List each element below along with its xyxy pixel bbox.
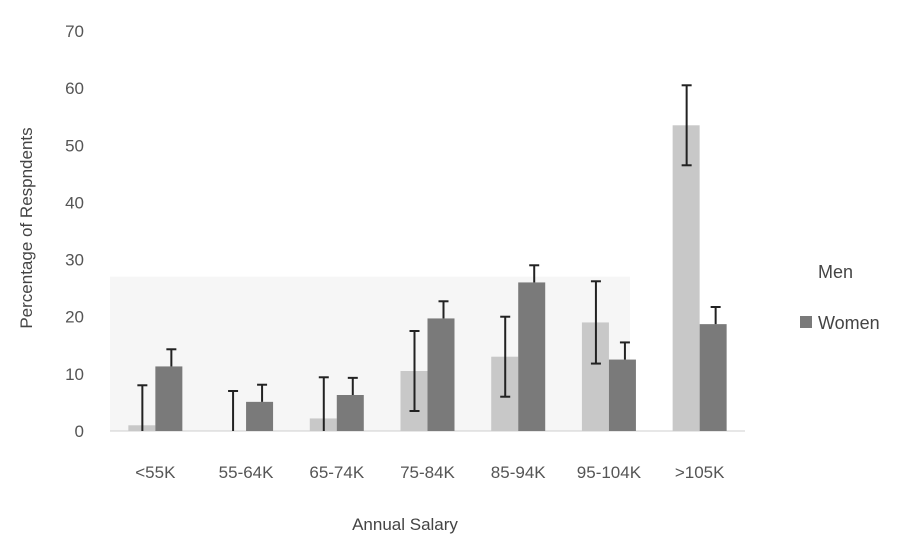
plot-background [110, 276, 630, 431]
bar-women [155, 366, 183, 431]
x-category-label: 55-64K [219, 463, 274, 482]
bar-women [608, 359, 636, 431]
y-axis-title: Percentage of Respndents [17, 127, 36, 328]
y-tick-label: 0 [75, 422, 84, 441]
y-tick-label: 50 [65, 136, 84, 155]
y-tick-label: 30 [65, 251, 84, 270]
bar-women [427, 318, 455, 431]
legend-swatch-women [800, 316, 812, 328]
y-tick-label: 60 [65, 79, 84, 98]
x-category-label: 95-104K [577, 463, 642, 482]
x-category-label: 85-94K [491, 463, 546, 482]
bar-women [336, 395, 364, 431]
y-tick-label: 40 [65, 193, 84, 212]
x-category-label: 75-84K [400, 463, 455, 482]
legend-label-women: Women [818, 313, 880, 333]
legend-swatch-men [798, 262, 812, 276]
bar-men [672, 125, 700, 432]
y-tick-label: 70 [65, 22, 84, 41]
bar-women [699, 324, 727, 431]
y-tick-label: 20 [65, 308, 84, 327]
legend-entry-women: Women [800, 313, 880, 333]
error-bars [137, 84, 721, 431]
x-axis-title: Annual Salary [352, 515, 458, 534]
bars [128, 125, 727, 432]
legend-label-men: Men [818, 262, 853, 282]
y-tick-label: 10 [65, 365, 84, 384]
y-axis-ticks: 0 10 20 30 40 50 60 70 [65, 22, 84, 441]
legend-entry-men: Men [798, 262, 853, 282]
x-category-label: <55K [135, 463, 176, 482]
bar-women [246, 401, 274, 431]
x-category-label: 65-74K [309, 463, 364, 482]
bar-women [518, 282, 546, 431]
legend: Men Women [798, 262, 880, 333]
x-category-label: >105K [675, 463, 725, 482]
x-axis-categories: <55K 55-64K 65-74K 75-84K 85-94K 95-104K >105K [135, 463, 725, 482]
